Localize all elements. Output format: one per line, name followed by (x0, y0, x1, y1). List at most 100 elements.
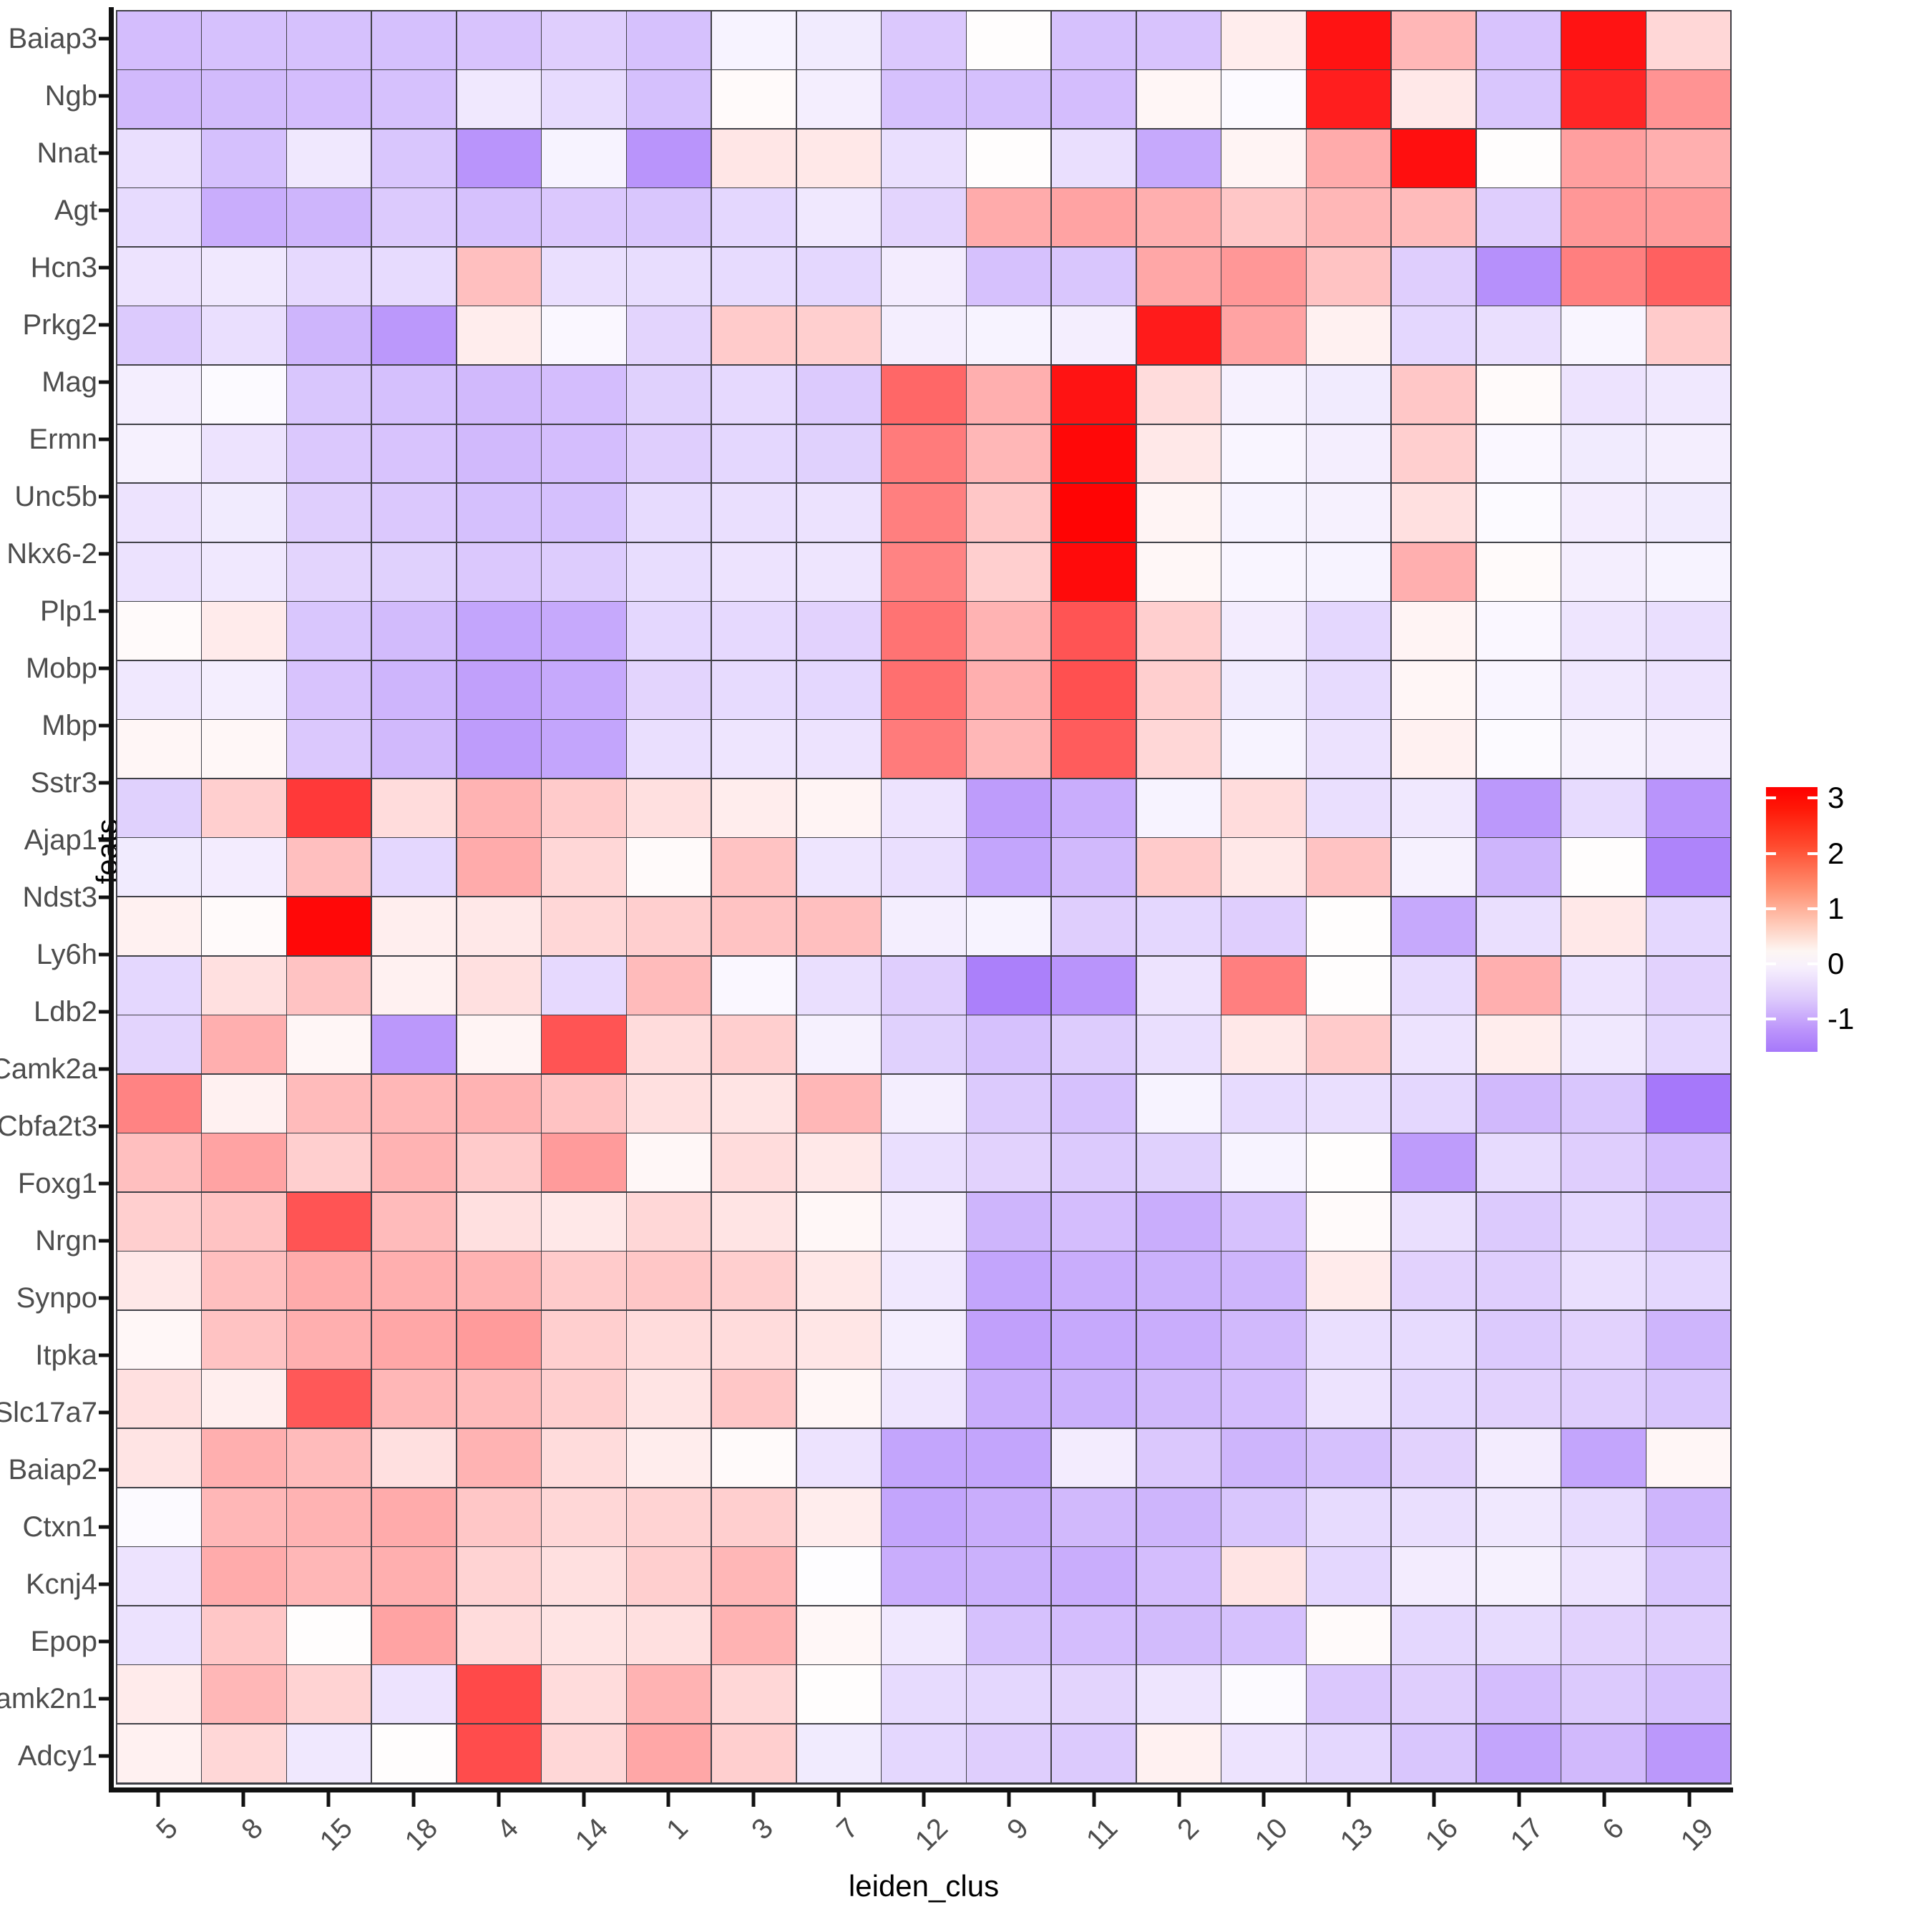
x-axis-title: leiden_clus (848, 1869, 1000, 1903)
heatmap-cell (542, 1310, 626, 1369)
heatmap-cell (542, 247, 626, 306)
heatmap-cell (542, 1665, 626, 1724)
x-axis-tick-label-wrap: 9 (966, 1809, 1051, 1873)
heatmap-cell (1646, 1192, 1731, 1251)
heatmap-cell (711, 1074, 796, 1133)
y-axis-tick-label: Ngb (44, 80, 97, 112)
heatmap-cell (711, 1252, 796, 1310)
heatmap-cell (117, 70, 201, 129)
heatmap-cell (967, 129, 1051, 187)
heatmap-cell (542, 720, 626, 779)
heatmap-cell (542, 956, 626, 1015)
heatmap-cell (882, 779, 966, 837)
heatmap-cell (287, 1133, 371, 1192)
color-legend-tick-mark (1766, 1017, 1776, 1020)
x-axis-tick-label-wrap: 19 (1646, 1809, 1732, 1873)
heatmap-cell (202, 365, 286, 424)
heatmap-cell (1561, 247, 1646, 306)
heatmap-cell (882, 247, 966, 306)
heatmap-cell (117, 1547, 201, 1606)
heatmap-cell (1561, 424, 1646, 483)
heatmap-cell (542, 1074, 626, 1133)
x-axis-tick-label: 18 (399, 1812, 444, 1858)
heatmap-cell (967, 484, 1051, 542)
x-axis-tick-mark (626, 1792, 711, 1807)
heatmap-cell (627, 602, 711, 660)
heatmap-cell (202, 779, 286, 837)
heatmap-cell (1307, 1252, 1391, 1310)
heatmap-cell (1051, 602, 1136, 660)
x-axis-tick-mark (1476, 1792, 1561, 1807)
heatmap-cell (371, 70, 457, 129)
x-axis-tick-mark (1307, 1792, 1392, 1807)
heatmap-cell (457, 542, 541, 601)
x-axis-tick-label-wrap: 18 (371, 1809, 457, 1873)
heatmap-cell (1476, 720, 1561, 779)
heatmap-cell (457, 897, 541, 955)
heatmap-cell (1136, 1310, 1221, 1369)
heatmap-cell (1051, 1606, 1136, 1664)
heatmap-cell (202, 1606, 286, 1664)
heatmap-cell (371, 188, 457, 247)
heatmap-cell (371, 1310, 457, 1369)
heatmap-cell (457, 838, 541, 897)
heatmap-cell (1476, 11, 1561, 69)
heatmap-cell (1051, 365, 1136, 424)
heatmap-cell (1051, 247, 1136, 306)
heatmap-cell (796, 247, 881, 306)
heatmap-cell (1646, 1310, 1731, 1369)
heatmap-cell (1221, 247, 1306, 306)
y-axis-tick-label: Foxg1 (17, 1168, 97, 1199)
heatmap-cell (1307, 1310, 1391, 1369)
x-axis-tick-mark (966, 1792, 1051, 1807)
x-axis-tick-mark (1221, 1792, 1307, 1807)
heatmap-cell (1646, 1488, 1731, 1546)
heatmap-cell (457, 1192, 541, 1251)
heatmap-cell (1391, 1133, 1476, 1192)
heatmap-cell (627, 1429, 711, 1487)
heatmap-cell (542, 1724, 626, 1782)
heatmap-cell (1646, 1724, 1731, 1782)
heatmap-cell (202, 838, 286, 897)
x-axis-tick-label: 10 (1249, 1812, 1294, 1858)
x-axis-tick-label-wrap: 2 (1136, 1809, 1221, 1873)
heatmap-cell (882, 602, 966, 660)
heatmap-cell (1221, 838, 1306, 897)
heatmap-cell (1476, 897, 1561, 955)
heatmap-cell (117, 1192, 201, 1251)
x-axis-tick-label-wrap: 8 (201, 1809, 286, 1873)
heatmap-cell (117, 602, 201, 660)
heatmap-cell (627, 247, 711, 306)
heatmap-cell (371, 838, 457, 897)
heatmap-cell (796, 1665, 881, 1724)
heatmap-cell (711, 129, 796, 187)
heatmap-cell (1051, 1133, 1136, 1192)
heatmap-cell (287, 660, 371, 719)
heatmap-cell (1391, 247, 1476, 306)
heatmap-cell (457, 1252, 541, 1310)
y-axis-tick-label: Unc5b (14, 481, 97, 512)
heatmap-cell (796, 1429, 881, 1487)
heatmap-cell (1476, 365, 1561, 424)
heatmap-cell (457, 1547, 541, 1606)
heatmap-cell (967, 1133, 1051, 1192)
heatmap-cell (202, 11, 286, 69)
heatmap-cell (1307, 602, 1391, 660)
heatmap-cell (1051, 1665, 1136, 1724)
heatmap-cell (627, 720, 711, 779)
heatmap-cell (542, 11, 626, 69)
heatmap-cell (1476, 188, 1561, 247)
heatmap-cell (542, 365, 626, 424)
heatmap-cell (1136, 11, 1221, 69)
heatmap-cell (1561, 306, 1646, 365)
x-axis-tick-mark (1136, 1792, 1221, 1807)
heatmap-cell (882, 188, 966, 247)
heatmap-cell (542, 1370, 626, 1428)
heatmap-cell (457, 1074, 541, 1133)
heatmap-cell (1136, 1488, 1221, 1546)
heatmap-cell (287, 188, 371, 247)
heatmap-cell (1561, 1488, 1646, 1546)
x-axis-tick-mark (116, 1792, 201, 1807)
heatmap-cell (1136, 1429, 1221, 1487)
heatmap-cell (1307, 1429, 1391, 1487)
